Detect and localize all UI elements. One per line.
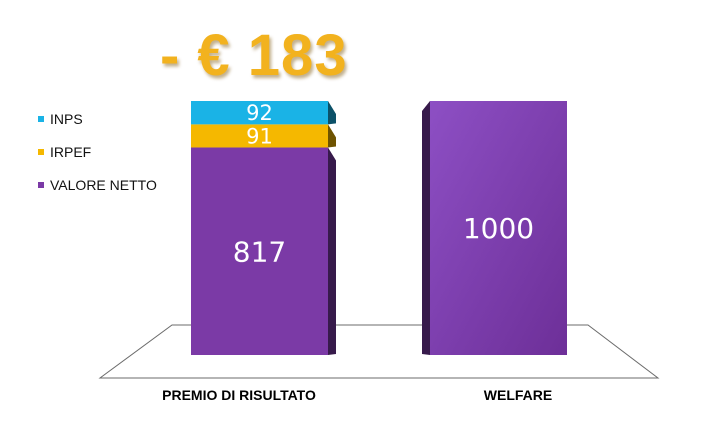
data-label-premio-inps: 92	[246, 101, 273, 125]
legend-item-irpef: IRPEF	[38, 135, 157, 168]
legend-label-inps: INPS	[50, 110, 83, 127]
x-tick-label-welfare: WELFARE	[483, 387, 553, 403]
x-tick-label-premio: PREMIO DI RISULTATO	[162, 387, 316, 403]
bar-premio-inps	[191, 101, 328, 125]
legend-swatch-inps	[38, 115, 44, 122]
bar-side-premio-irpef	[328, 124, 336, 148]
bar-side-premio-valore-netto	[328, 147, 336, 355]
bars-layer	[191, 101, 567, 355]
legend-item-inps: INPS	[38, 102, 157, 135]
legend-item-valore-netto: VALORE NETTO	[38, 168, 157, 201]
legend-label-irpef: IRPEF	[50, 143, 92, 160]
bar-premio-valore-netto	[191, 147, 328, 355]
data-label-premio-valore-netto: 817	[233, 235, 286, 268]
legend-swatch-valore-netto	[38, 181, 44, 188]
bar-side-welfare-valore-netto	[422, 101, 430, 355]
chart-floor	[98, 324, 660, 379]
bar-premio-irpef	[191, 124, 328, 148]
data-label-welfare-valore-netto: 1000	[463, 212, 534, 245]
headline-difference: - € 183	[160, 23, 348, 88]
legend-swatch-irpef	[38, 148, 44, 155]
bar-welfare-valore-netto	[430, 101, 567, 355]
legend: INPS IRPEF VALORE NETTO	[38, 102, 157, 201]
bar-side-premio-inps	[328, 101, 336, 125]
data-label-premio-irpef: 91	[246, 124, 273, 148]
legend-label-valore-netto: VALORE NETTO	[50, 176, 157, 193]
